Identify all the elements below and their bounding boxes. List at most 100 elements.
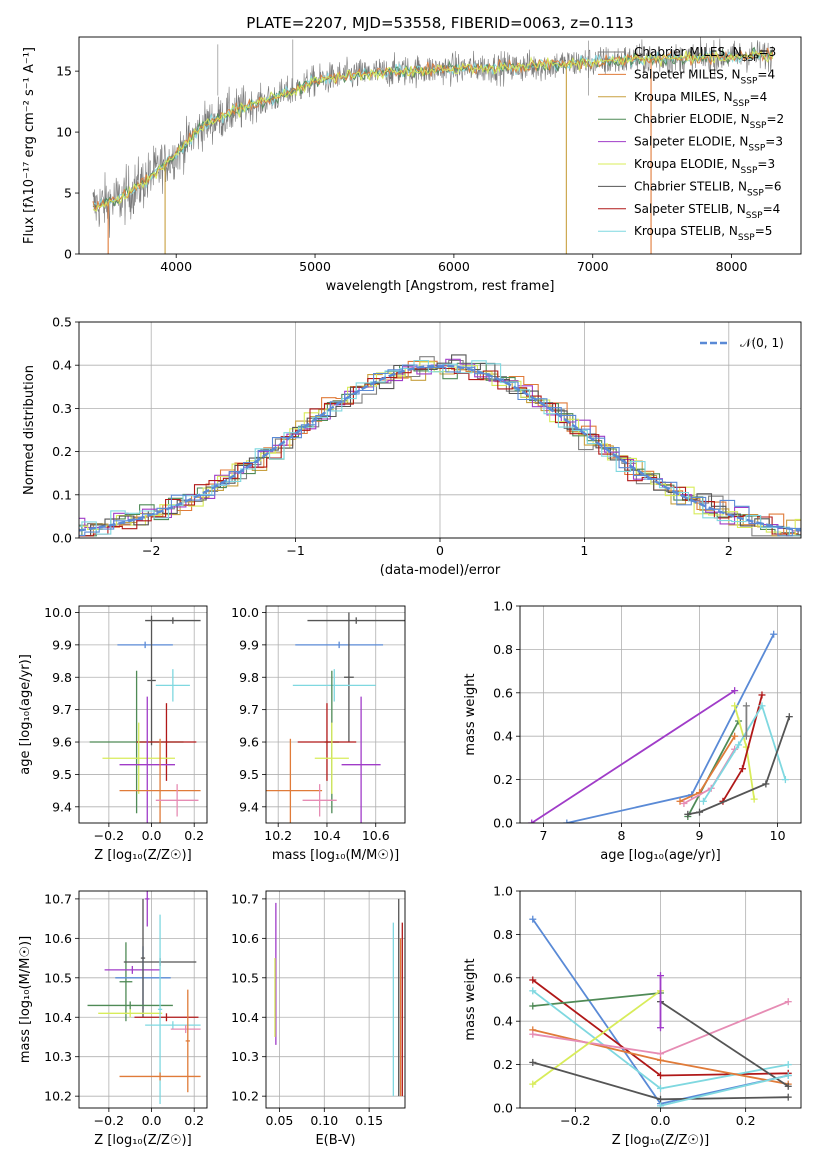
y-tick-label: 10.3 xyxy=(44,1049,72,1064)
legend-text-span: SSP xyxy=(748,144,765,154)
legend-text-span: Kroupa STELIB, N xyxy=(634,224,738,238)
weight_vs_Z-lines xyxy=(529,915,792,1108)
mass_vs_ebv-axes: 0.05 0.10 0.15 10.2 10.3 10.4 10.5 10.6 10.7 E(B-… xyxy=(231,891,405,1148)
y-tick-label: 0.4 xyxy=(493,1014,513,1029)
model-spectrum xyxy=(92,50,774,213)
x-axis-label: wavelength [Angstrom, rest frame] xyxy=(326,279,555,294)
legend-text-span: Chabrier STELIB, N xyxy=(634,179,747,193)
x-axis-label: mass [log₁₀(M/M☉)] xyxy=(272,848,399,863)
y-tick-label: 0.8 xyxy=(493,642,513,657)
x-axis-label: (data-model)/error xyxy=(380,563,501,578)
y-tick-label: 1.0 xyxy=(493,884,513,899)
x-tick-label: 10.2 xyxy=(264,828,292,843)
legend-text-span: =3 xyxy=(765,135,783,149)
x-axis-label: E(B-V) xyxy=(315,1133,355,1148)
series-line xyxy=(687,716,791,816)
legend-text-span: SSP xyxy=(750,121,767,131)
y-tick-label: 0.8 xyxy=(493,927,513,942)
y-tick-label: 0.5 xyxy=(52,315,72,330)
y-tick-label: 0.4 xyxy=(52,358,72,373)
chart-title: PLATE=2207, MJD=53558, FIBERID=0063, z=0… xyxy=(246,14,633,32)
y-tick-label: 0 xyxy=(64,247,72,262)
y-tick-label: 9.7 xyxy=(239,702,259,717)
age_vs_mass-points xyxy=(266,612,405,823)
series-line xyxy=(702,703,787,802)
x-tick-label: −2 xyxy=(142,543,160,558)
x-tick-label: 0.15 xyxy=(355,1113,383,1128)
axes-frame xyxy=(519,890,802,1109)
series-line xyxy=(722,694,763,802)
y-tick-label: 0.0 xyxy=(493,1101,513,1116)
x-tick-label: 1 xyxy=(580,543,588,558)
y-tick-label: 10.6 xyxy=(44,931,72,946)
spectrum-axes: 4000 5000 6000 7000 8000 0 5 10 15 wavelength [An… xyxy=(22,47,748,294)
y-tick-label: 10.3 xyxy=(231,1049,259,1064)
series-line xyxy=(660,1074,789,1107)
y-tick-label: 15 xyxy=(56,64,72,79)
x-tick-label: 7000 xyxy=(577,259,609,274)
series-line xyxy=(532,992,661,1007)
x-tick-label: 0.2 xyxy=(736,1113,756,1128)
x-tick-label: −0.2 xyxy=(560,1113,590,1128)
y-axis-label: mass [log₁₀(M/M☉)] xyxy=(18,936,33,1063)
x-tick-label: 10.4 xyxy=(313,828,341,843)
legend-label: 𝒩(0, 1) xyxy=(740,336,784,350)
legend-text-span: Salpeter STELIB, N xyxy=(634,202,746,216)
legend-text-span: Kroupa MILES, N xyxy=(634,90,733,104)
x-tick-label: 10.6 xyxy=(362,828,390,843)
legend-text-span: =4 xyxy=(763,202,781,216)
y-tick-label: 0.0 xyxy=(493,816,513,831)
y-tick-label: 0.2 xyxy=(493,772,513,787)
y-tick-label: 10.2 xyxy=(44,1089,72,1104)
y-tick-label: 10.7 xyxy=(44,891,72,906)
series-line xyxy=(679,735,736,803)
x-tick-label: 0.0 xyxy=(142,828,162,843)
y-tick-label: 10 xyxy=(56,125,72,140)
axes-frame xyxy=(265,890,406,1109)
y-tick-label: 0.3 xyxy=(52,401,72,416)
legend-text-span: SSP xyxy=(741,166,758,176)
x-tick-label: 0.2 xyxy=(184,1113,204,1128)
axes-frame xyxy=(78,36,802,255)
x-axis-label: Z [log₁₀(Z/Z☉)] xyxy=(612,1133,709,1148)
histogram-step xyxy=(79,356,801,537)
y-tick-label: 9.9 xyxy=(52,637,72,652)
observed-spectrum xyxy=(92,37,774,238)
y-tick-label: 0.0 xyxy=(52,531,72,546)
legend-text-span: Salpeter MILES, N xyxy=(634,67,741,81)
mass_vs_ebv-points xyxy=(274,898,403,1097)
y-tick-label: 9.4 xyxy=(52,799,72,814)
legend-text-span: Kroupa ELODIE, N xyxy=(634,157,741,171)
y-tick-label: 9.8 xyxy=(52,670,72,685)
x-tick-label: 0.0 xyxy=(142,1113,162,1128)
legend-text-span: =3 xyxy=(759,45,777,59)
x-tick-label: 4000 xyxy=(160,259,192,274)
axes-frame xyxy=(519,605,802,824)
y-axis-label: mass weight xyxy=(463,673,478,755)
model-spectrum xyxy=(92,47,774,211)
y-tick-label: 10.2 xyxy=(231,1089,259,1104)
legend-text-span: SSP xyxy=(733,99,750,109)
mass_vs_Z-points xyxy=(87,891,201,1105)
age_vs_Z-points xyxy=(89,615,201,823)
residuals-axes: −2 −1 0 1 2 0.0 0.1 0.2 0.3 0.4 0.5 (data-model)/er… xyxy=(22,315,801,578)
y-tick-label: 10.7 xyxy=(231,891,259,906)
mass_vs_Z-axes: −0.2 0.0 0.2 10.2 10.3 10.4 10.5 10.6 10.7 Z [log… xyxy=(18,891,207,1148)
y-tick-label: 9.8 xyxy=(239,670,259,685)
y-tick-label: 1.0 xyxy=(493,599,513,614)
y-tick-label: 10.5 xyxy=(231,970,259,985)
y-tick-label: 10.6 xyxy=(231,931,259,946)
y-tick-label: 10.0 xyxy=(44,605,72,620)
series-line xyxy=(733,705,756,800)
x-tick-label: 6000 xyxy=(438,259,470,274)
y-axis-label: Flux [fλ10⁻¹⁷ erg cm⁻² s⁻¹ A⁻¹] xyxy=(22,47,37,244)
legend-text-span: SSP xyxy=(746,211,763,221)
x-tick-label: 0.2 xyxy=(184,828,204,843)
y-tick-label: 10.0 xyxy=(231,605,259,620)
y-tick-label: 0.4 xyxy=(493,729,513,744)
axes-frame xyxy=(265,605,406,824)
legend-label: Kroupa MILES, NSSP=4 xyxy=(634,90,767,109)
x-tick-label: 7 xyxy=(539,828,547,843)
legend: 𝒩(0, 1) xyxy=(700,336,784,350)
